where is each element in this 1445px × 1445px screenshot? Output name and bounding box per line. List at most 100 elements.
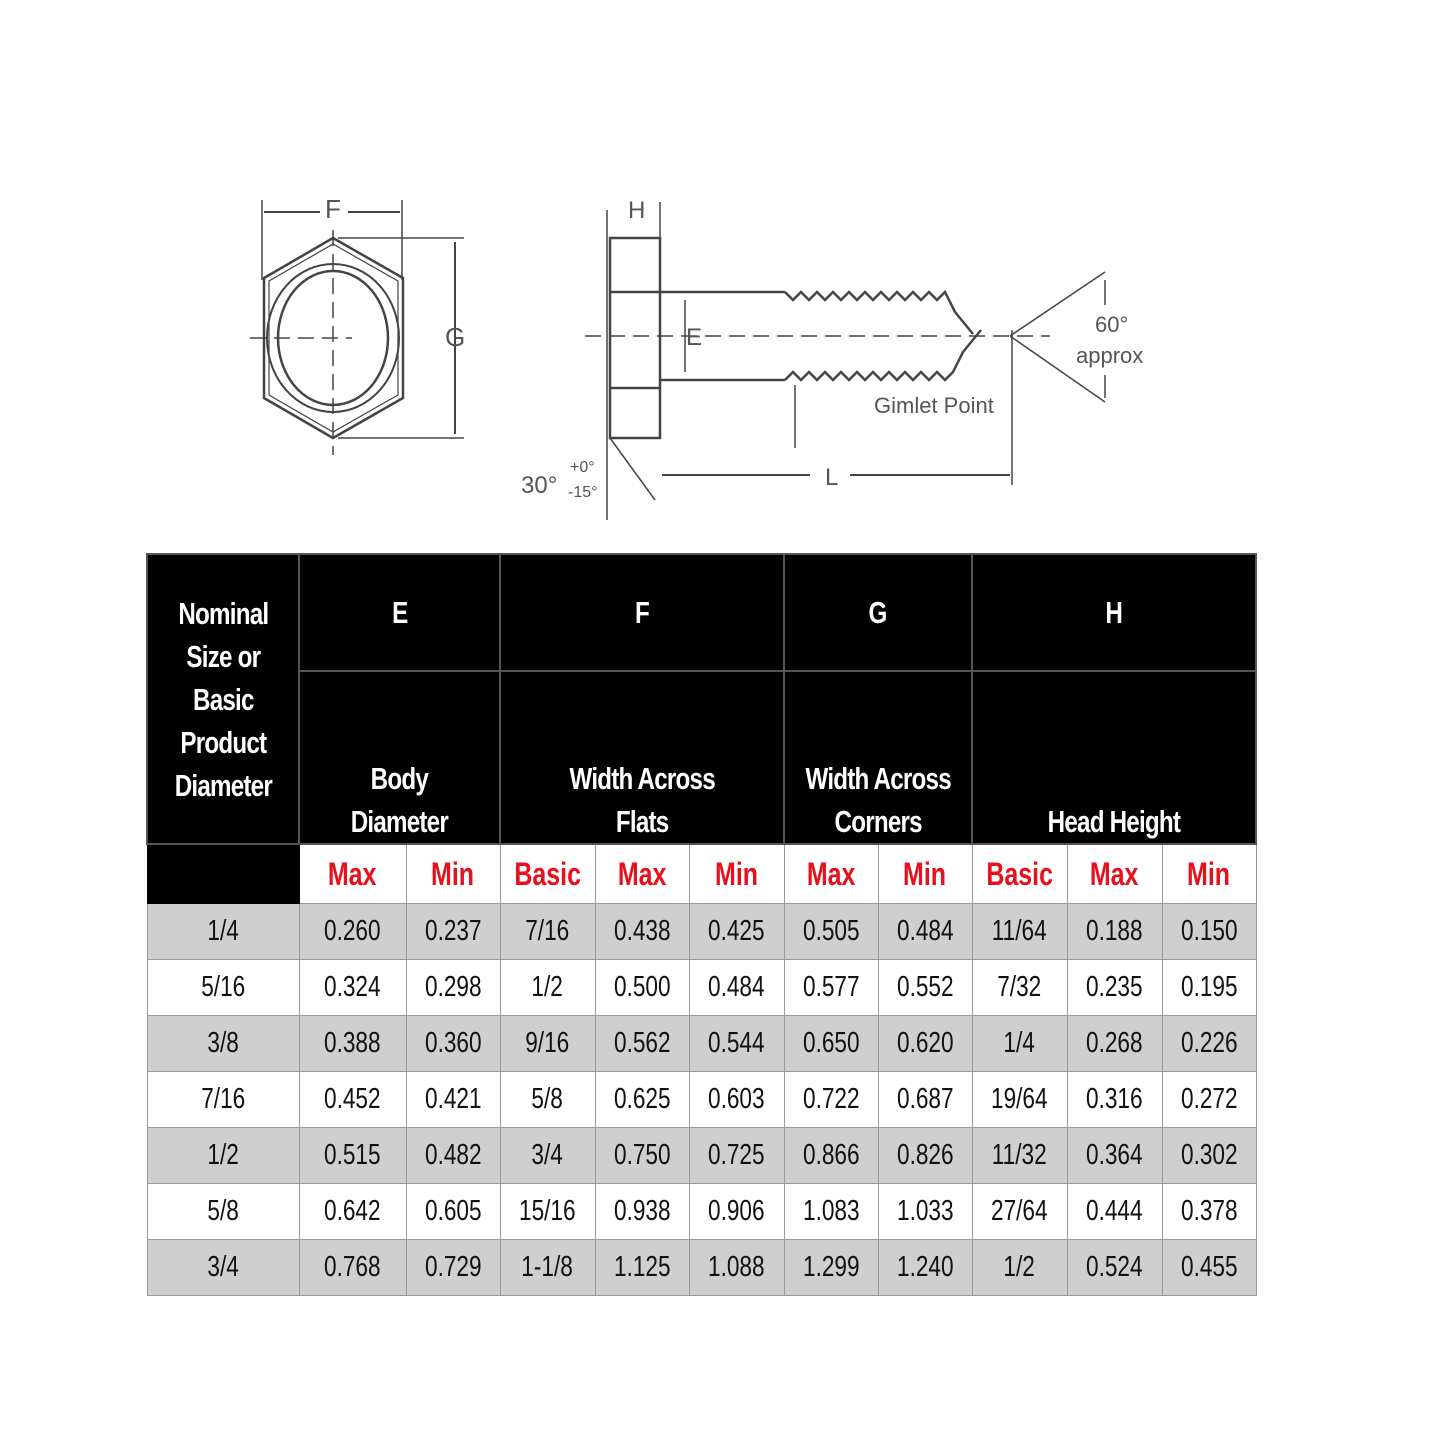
label-gimlet-point: Gimlet Point xyxy=(874,393,994,418)
table-cell: 0.364 xyxy=(1066,1127,1163,1184)
group-f-header: F xyxy=(498,553,786,672)
table-cell: 0.605 xyxy=(405,1183,501,1240)
table-cell: 1.033 xyxy=(877,1183,973,1240)
table-cell: 0.620 xyxy=(877,1015,973,1072)
table-cell: 0.484 xyxy=(688,959,785,1016)
nominal-size-cell: 5/16 xyxy=(146,959,300,1016)
table-cell: 0.750 xyxy=(594,1127,690,1184)
nominal-size-cell: 5/8 xyxy=(146,1183,300,1240)
table-cell: 1/2 xyxy=(971,1239,1068,1296)
table-cell: 0.360 xyxy=(405,1015,501,1072)
table-cell: 0.444 xyxy=(1066,1183,1163,1240)
group-e-header: E xyxy=(298,553,501,672)
table-row: 3/8 0.388 0.360 9/16 0.562 0.544 0.650 0.620 1/4… xyxy=(146,1015,1257,1072)
table-cell: 0.577 xyxy=(783,959,879,1016)
nominal-size-cell: 3/8 xyxy=(146,1015,300,1072)
label-approx: approx xyxy=(1076,343,1143,368)
label-tolerance-minus: -15° xyxy=(568,484,598,501)
table-cell: 0.866 xyxy=(783,1127,879,1184)
table-cell: 0.484 xyxy=(877,903,973,960)
bolt-side-view xyxy=(585,202,1106,520)
table-cell: 0.195 xyxy=(1161,959,1257,1016)
table-cell: 0.324 xyxy=(298,959,407,1016)
subheader-max: Max xyxy=(1066,843,1163,904)
table-cell: 0.237 xyxy=(405,903,501,960)
table-cell: 0.425 xyxy=(688,903,785,960)
subheader-basic: Basic xyxy=(971,843,1068,904)
table-cell: 0.260 xyxy=(298,903,407,960)
table-cell: 0.729 xyxy=(405,1239,501,1296)
table-cell: 0.515 xyxy=(298,1127,407,1184)
table-cell: 0.298 xyxy=(405,959,501,1016)
table-cell: 0.562 xyxy=(594,1015,690,1072)
table-row: 5/8 0.642 0.605 15/16 0.938 0.906 1.083 1.033 27… xyxy=(146,1183,1257,1240)
table-cell: 1.240 xyxy=(877,1239,973,1296)
table-cell: 1.083 xyxy=(783,1183,879,1240)
head-height-header: Head Height xyxy=(971,670,1258,845)
label-h: H xyxy=(628,197,645,224)
subheader-max: Max xyxy=(298,843,407,904)
nominal-size-cell: 7/16 xyxy=(146,1071,300,1128)
subheader-min: Min xyxy=(1161,843,1257,904)
hex-head-front-view xyxy=(250,200,464,455)
nominal-size-cell: 1/4 xyxy=(146,903,300,960)
subheader-max: Max xyxy=(594,843,690,904)
table-cell: 0.268 xyxy=(1066,1015,1163,1072)
table-cell: 1-1/8 xyxy=(499,1239,596,1296)
table-cell: 1.125 xyxy=(594,1239,690,1296)
body-diameter-header: Body Diameter xyxy=(298,670,501,845)
table-cell: 5/8 xyxy=(499,1071,596,1128)
table-cell: 0.452 xyxy=(298,1071,407,1128)
table-cell: 15/16 xyxy=(499,1183,596,1240)
table-cell: 9/16 xyxy=(499,1015,596,1072)
table-cell: 0.316 xyxy=(1066,1071,1163,1128)
subheader-basic: Basic xyxy=(499,843,596,904)
subheader-min: Min xyxy=(877,843,973,904)
table-cell: 0.302 xyxy=(1161,1127,1257,1184)
group-h-header: H xyxy=(971,553,1258,672)
table-cell: 7/32 xyxy=(971,959,1068,1016)
table-row: 1/4 0.260 0.237 7/16 0.438 0.425 0.505 0.484 11/… xyxy=(146,903,1257,960)
table-cell: 0.150 xyxy=(1161,903,1257,960)
table-cell: 0.455 xyxy=(1161,1239,1257,1296)
width-across-flats-header: Width Across Flats xyxy=(498,670,786,845)
table-cell: 1/2 xyxy=(499,959,596,1016)
table-cell: 0.378 xyxy=(1161,1183,1257,1240)
table-cell: 0.552 xyxy=(877,959,973,1016)
nominal-size-cell: 1/2 xyxy=(146,1127,300,1184)
label-g: G xyxy=(445,322,465,352)
label-tip-angle: 60° xyxy=(1095,312,1128,337)
table-cell: 27/64 xyxy=(971,1183,1068,1240)
table-cell: 0.421 xyxy=(405,1071,501,1128)
label-e: E xyxy=(686,324,702,351)
label-f: F xyxy=(325,194,341,224)
table-cell: 0.438 xyxy=(594,903,690,960)
lag-bolt-dimensions-table: Nominal Size or Basic Product Diameter E F G… xyxy=(146,553,1258,1296)
table-cell: 0.505 xyxy=(783,903,879,960)
table-cell: 0.625 xyxy=(594,1071,690,1128)
table-cell: 1/4 xyxy=(971,1015,1068,1072)
table-cell: 0.722 xyxy=(783,1071,879,1128)
subheader-min: Min xyxy=(405,843,501,904)
label-tolerance-plus: +0° xyxy=(570,459,595,476)
table-cell: 1.088 xyxy=(688,1239,785,1296)
table-row: 7/16 0.452 0.421 5/8 0.625 0.603 0.722 0.687 19/… xyxy=(146,1071,1257,1128)
nominal-size-header: Nominal Size or Basic Product Diameter xyxy=(146,553,300,845)
group-g-header: G xyxy=(783,553,974,672)
table-row: 1/2 0.515 0.482 3/4 0.750 0.725 0.866 0.826 11/3… xyxy=(146,1127,1257,1184)
table-cell: 0.938 xyxy=(594,1183,690,1240)
table-cell: 0.235 xyxy=(1066,959,1163,1016)
table-cell: 0.544 xyxy=(688,1015,785,1072)
table-cell: 7/16 xyxy=(499,903,596,960)
table-cell: 0.226 xyxy=(1161,1015,1257,1072)
table-cell: 0.188 xyxy=(1066,903,1163,960)
table-cell: 0.687 xyxy=(877,1071,973,1128)
table-cell: 0.768 xyxy=(298,1239,407,1296)
table-cell: 3/4 xyxy=(499,1127,596,1184)
table-cell: 0.642 xyxy=(298,1183,407,1240)
subheader-max: Max xyxy=(783,843,879,904)
table-row: 5/16 0.324 0.298 1/2 0.500 0.484 0.577 0.552 7/3… xyxy=(146,959,1257,1016)
table-cell: 0.650 xyxy=(783,1015,879,1072)
table-cell: 19/64 xyxy=(971,1071,1068,1128)
table-cell: 0.906 xyxy=(688,1183,785,1240)
